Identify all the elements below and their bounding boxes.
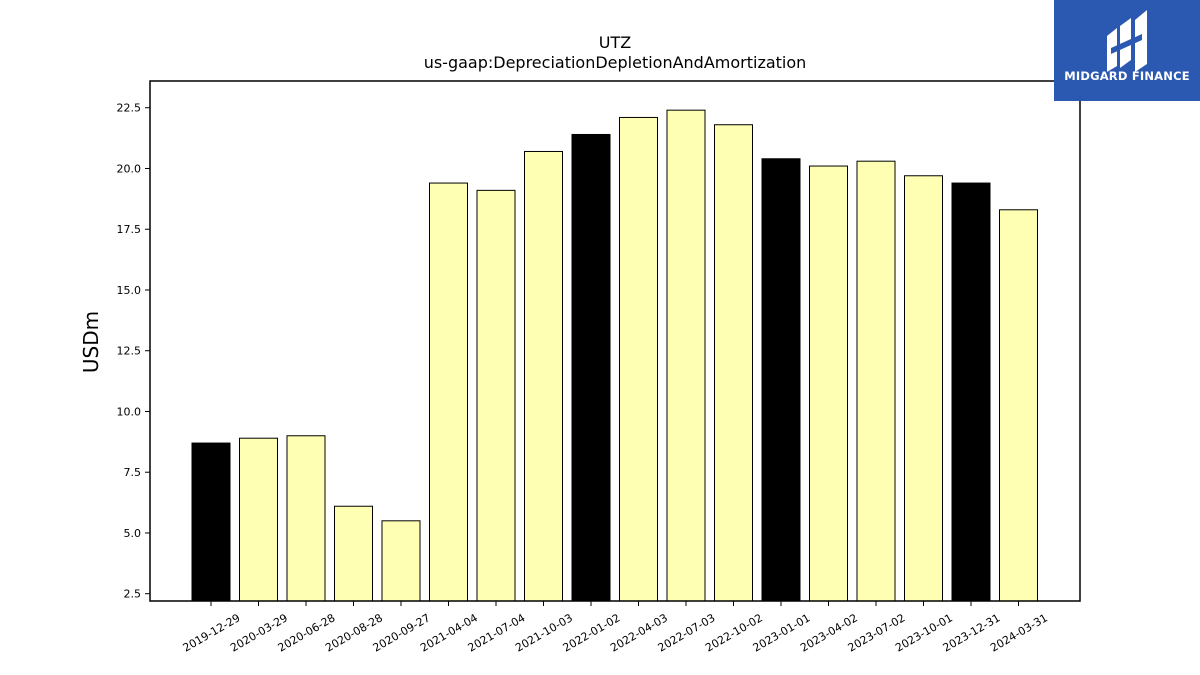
bar-2023-01-01 <box>761 158 801 602</box>
bar-2020-03-29 <box>239 437 278 602</box>
bar-2020-06-28 <box>286 435 326 602</box>
bar-2022-10-02 <box>714 124 753 602</box>
bar-2021-07-04 <box>476 189 516 602</box>
y-tick-label: 22.5 <box>117 102 142 115</box>
bar-2021-10-03 <box>524 150 563 602</box>
chart-title: UTZ <box>599 33 631 52</box>
logo-text: MIDGARD FINANCE <box>1064 69 1190 83</box>
y-tick-label: 7.5 <box>124 466 142 479</box>
bar-2019-12-29 <box>191 442 231 602</box>
midgard-finance-logo: MIDGARD FINANCE <box>1054 0 1200 101</box>
bar-2023-07-02 <box>856 160 896 602</box>
bar-2022-01-02 <box>571 133 611 602</box>
bar-2023-12-31 <box>951 182 991 602</box>
y-tick-label: 12.5 <box>117 345 142 358</box>
plot-frame <box>149 80 1081 602</box>
bar-2023-10-01 <box>904 175 943 602</box>
y-tick-label: 2.5 <box>124 588 142 601</box>
y-tick-label: 10.0 <box>117 405 142 418</box>
bar-2023-04-02 <box>809 165 848 602</box>
y-tick-label: 17.5 <box>117 223 142 236</box>
y-tick-label: 5.0 <box>124 527 142 540</box>
y-tick-label: 20.0 <box>117 162 142 175</box>
bar-2020-09-27 <box>381 520 421 602</box>
bar-2022-04-03 <box>619 116 658 602</box>
chart-subtitle: us-gaap:DepreciationDepletionAndAmortiza… <box>424 53 807 72</box>
bar-2021-04-04 <box>429 182 468 602</box>
y-axis-label: USDm <box>79 311 103 373</box>
bar-2024-03-31 <box>999 209 1038 602</box>
midgard-logo-icon <box>1107 10 1147 72</box>
bar-2022-07-03 <box>666 109 706 602</box>
y-tick-label: 15.0 <box>117 284 142 297</box>
bar-2020-08-28 <box>334 505 373 602</box>
